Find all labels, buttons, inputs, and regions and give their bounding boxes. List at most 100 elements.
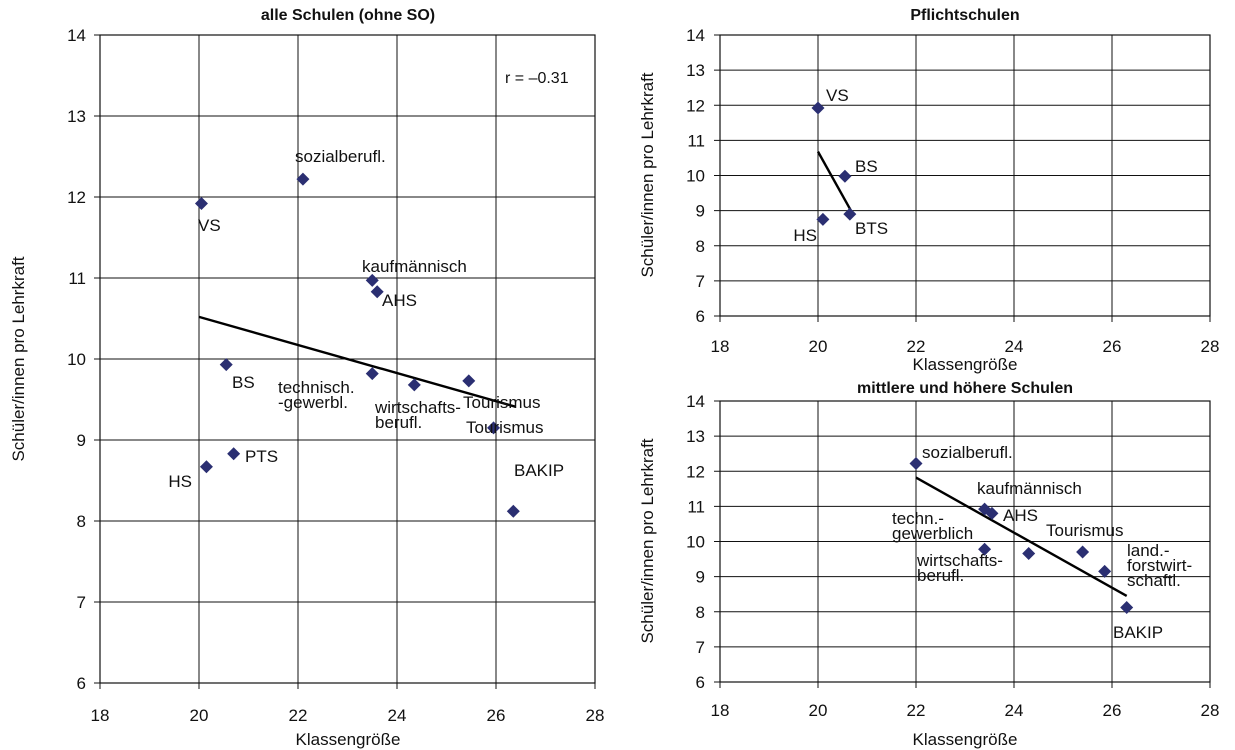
point-label-line: HS [793,226,817,245]
trend-line [198,315,517,408]
x-tick-label: 26 [1103,337,1122,356]
y-tick-label: 12 [686,96,705,115]
y-tick-label: 9 [696,202,705,221]
data-point [407,378,421,392]
x-axis-label: Klassengröße [913,730,1018,749]
data-point [370,285,384,299]
chart-title: Pflichtschulen [910,7,1019,24]
chart-panel-3: 18 20 22 24 26 28 6 7 8 9 10 11 12 13 14 mittlere und h… [638,380,1219,749]
y-tick-label: 12 [67,188,86,207]
data-point [1120,601,1134,615]
y-tick-label: 9 [696,568,705,587]
y-tick-label: 6 [696,307,705,326]
x-tick-label: 20 [809,337,828,356]
data-point [506,504,520,518]
x-tick-label: 24 [388,706,407,725]
point-label: VS [826,86,849,105]
point-label-line: BS [855,157,878,176]
point-label-line: techn.- [892,509,944,528]
data-point [843,207,857,221]
x-axis-label: Klassengröße [296,730,401,749]
data-point [838,169,852,183]
chart-title: alle Schulen (ohne SO) [261,7,435,24]
y-tick-label: 14 [67,26,86,45]
y-tick-label: 9 [77,431,86,450]
y-axis-label: Schüler/innen pro Lehrkraft [9,256,28,461]
x-tick-label: 24 [1005,701,1024,720]
point-label-line: AHS [1003,506,1038,525]
y-tick-label: 10 [686,167,705,186]
point-label-line: kaufmännisch [362,257,467,276]
y-tick-label: 10 [67,350,86,369]
point-label-line: VS [198,216,221,235]
chart-panel-2: 18 20 22 24 26 28 6 7 8 9 10 11 12 13 14 Pflichtschulen… [638,7,1219,374]
y-tick-label: 14 [686,392,705,411]
point-label: kaufmännisch [977,479,1082,498]
chart-title: mittlere und höhere Schulen [857,380,1073,397]
x-tick-label: 18 [91,706,110,725]
data-point [978,542,992,556]
y-tick-label: 7 [696,638,705,657]
point-label-line: Tourismus [463,393,540,412]
data-point [199,460,213,474]
point-label: sozialberufl. [922,443,1013,462]
point-label-line: HS [168,472,192,491]
x-tick-label: 26 [487,706,506,725]
point-label: technisch. -gewerbl. [278,378,355,412]
y-tick-label: 12 [686,462,705,481]
point-label: techn.-gewerblich [892,509,973,543]
point-label-line: VS [826,86,849,105]
point-label: PTS [245,447,278,466]
point-label: land.-forstwirt-schaftl. [1127,541,1192,590]
y-tick-label: 7 [696,272,705,291]
data-point [1098,564,1112,578]
point-label-line: sozialberufl. [295,147,386,166]
data-point [227,447,241,461]
point-label: Tourismus [1046,521,1123,540]
data-point [462,374,476,388]
point-label: BAKIP [514,461,564,480]
point-label: BTS [855,219,888,238]
y-tick-label: 13 [67,107,86,126]
point-label-line: wirtschafts- [374,398,461,417]
point-label: sozialberufl. [295,147,386,166]
point-label-line: -gewerbl. [278,393,348,412]
y-tick-label: 8 [696,237,705,256]
data-point [219,358,233,372]
point-label-line: schaftl. [1127,571,1181,590]
point-label: Tourismus [463,393,540,412]
point-label: BS [232,373,255,392]
point-label: Tourismus [466,418,543,437]
correlation-annotation: r = –0.31 [505,70,569,87]
point-label-line: gewerblich [892,524,973,543]
point-label-line: berufl. [375,413,422,432]
point-label: HS [168,472,192,491]
trend-line [816,151,854,214]
y-axis-label: Schüler/innen pro Lehrkraft [638,438,657,643]
x-tick-label: 20 [809,701,828,720]
point-label: kaufmännisch [362,257,467,276]
x-tick-label: 28 [1201,337,1220,356]
point-label-line: sozialberufl. [922,443,1013,462]
x-tick-label: 22 [907,701,926,720]
y-tick-label: 8 [696,603,705,622]
data-point [816,212,830,226]
x-tick-label: 28 [586,706,605,725]
data-point [365,367,379,381]
point-label-line: forstwirt- [1127,556,1192,575]
x-axis-label: Klassengröße [913,355,1018,374]
x-tick-label: 20 [190,706,209,725]
data-point [296,172,310,186]
y-tick-label: 6 [696,673,705,692]
data-point [811,101,825,115]
point-label-line: wirtschafts- [916,551,1003,570]
point-label: wirtschafts-berufl. [916,551,1003,585]
point-label: AHS [382,291,417,310]
x-tick-label: 22 [289,706,308,725]
point-label: BS [855,157,878,176]
point-label-line: land.- [1127,541,1170,560]
y-tick-label: 7 [77,593,86,612]
point-label-line: berufl. [917,566,964,585]
x-tick-label: 22 [907,337,926,356]
